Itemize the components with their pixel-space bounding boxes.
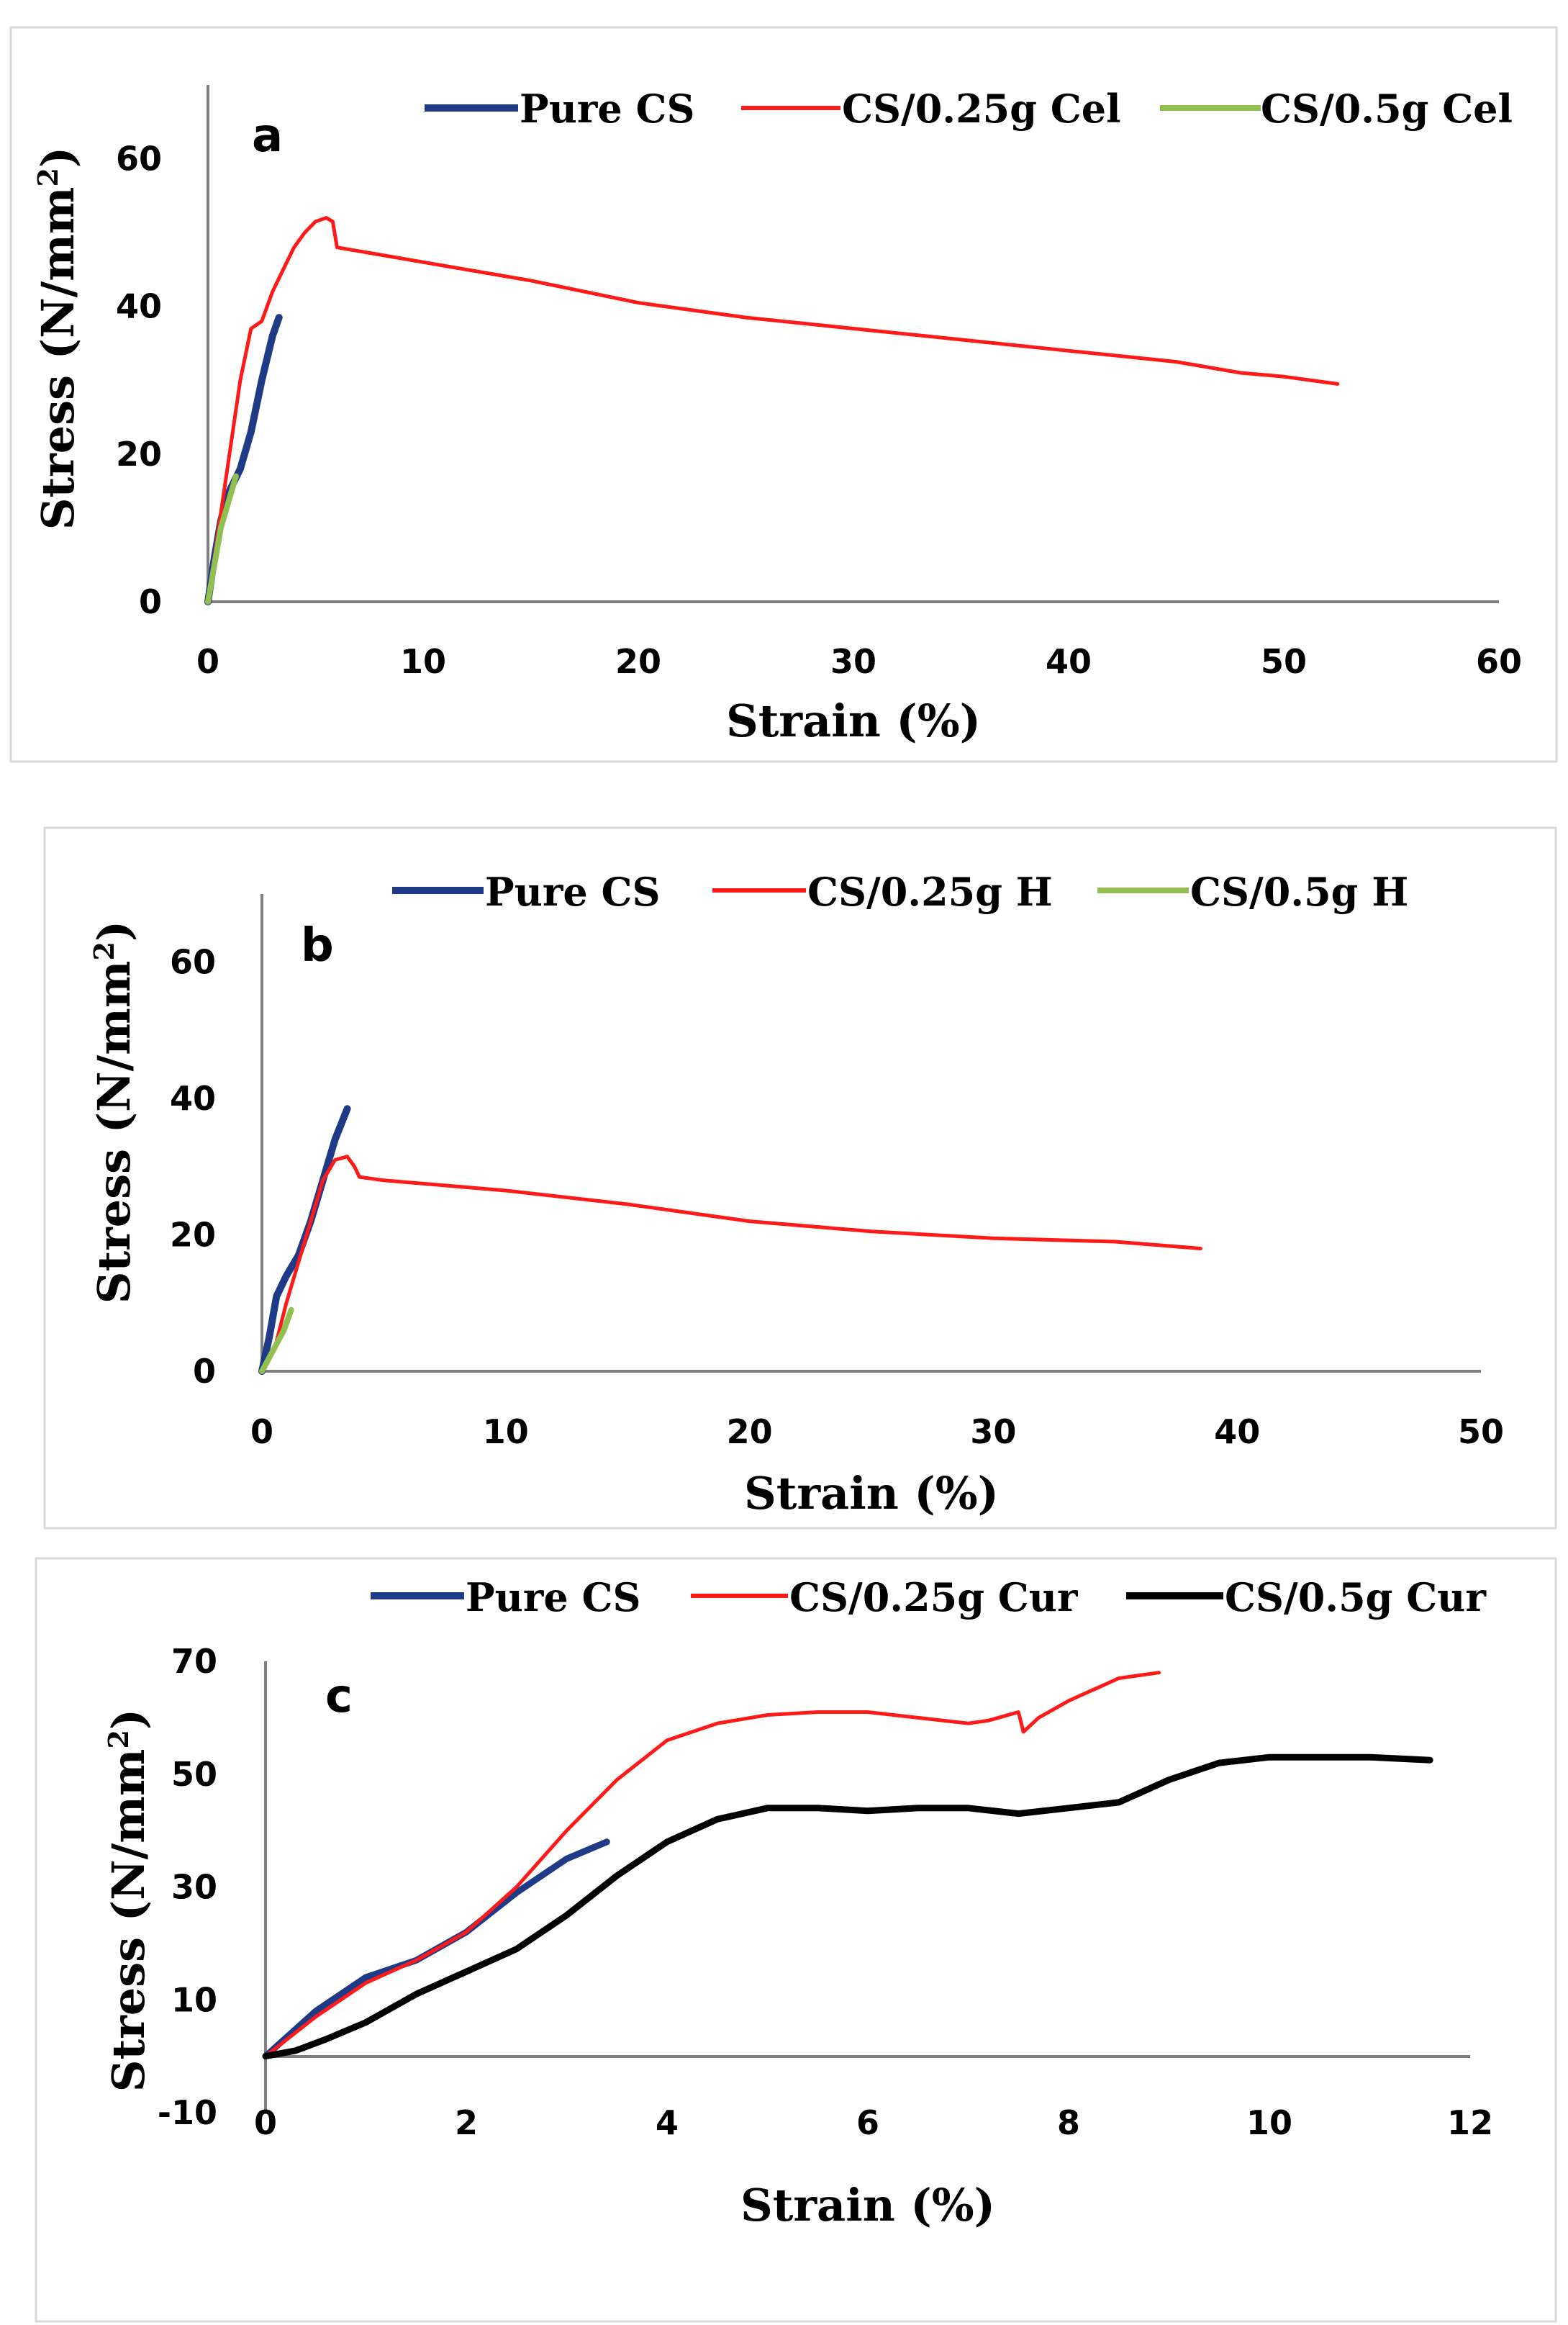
- panel-a-x-axis-title: Strain (%): [726, 695, 981, 747]
- panel-b-y-ticks: 0 20 40 60: [170, 943, 216, 1391]
- panel-b-x-tick-label: 40: [1214, 1412, 1260, 1451]
- panel-b-y-axis-title-sup: 2: [88, 942, 120, 960]
- panel-a-legend: Pure CS CS/0.25g Cel CS/0.5g Cel: [425, 86, 1513, 132]
- panel-a-legend-label-1: Pure CS: [520, 86, 694, 132]
- panel-c-frame: [35, 1557, 1557, 2323]
- panel-c-y-tick-label: 10: [171, 1980, 217, 2019]
- panel-b-legend-label-3: CS/0.5g H: [1190, 869, 1408, 915]
- panel-a-y-tick-label: 0: [139, 582, 162, 621]
- panel-c-y-ticks: -10 10 30 50 70: [158, 1642, 217, 2132]
- panel-c-x-tick-label: 6: [856, 2103, 879, 2142]
- panel-c-series: [262, 1671, 1433, 2060]
- panel-a-y-tick-label: 20: [116, 435, 162, 474]
- panel-c-series-cs-0-5g-cur: [262, 1753, 1433, 2060]
- panel-a: 0 20 40 60 0 10 20 30 40 50 60 a Strain (%) Stres…: [9, 26, 1558, 763]
- panel-a-frame: [9, 26, 1558, 763]
- panel-a-x-tick-label: 10: [400, 642, 446, 681]
- panel-b-x-ticks: 0 10 20 30 40 50: [250, 1412, 1504, 1451]
- panel-c-x-axis-title: Strain (%): [740, 2179, 995, 2231]
- panel-a-x-tick-label: 0: [196, 642, 219, 681]
- panel-c-legend-label-1: Pure CS: [466, 1574, 640, 1620]
- panel-c: -10 10 30 50 70 0 2 4 6 8 10 12 c Strain (%) Stres…: [35, 1557, 1557, 2323]
- panel-b-letter: b: [301, 919, 334, 972]
- panel-a-series: [204, 216, 1340, 605]
- panel-a-legend-label-3: CS/0.5g Cel: [1261, 86, 1513, 132]
- panel-c-y-axis-title-main: Stress (N/mm: [102, 1749, 155, 2092]
- panel-c-x-tick-label: 0: [254, 2103, 277, 2142]
- panel-c-x-tick-label: 4: [656, 2103, 679, 2142]
- panel-a-x-tick-label: 40: [1046, 642, 1092, 681]
- panel-c-x-ticks: 0 2 4 6 8 10 12: [254, 2103, 1493, 2142]
- panel-a-x-tick-label: 50: [1261, 642, 1307, 681]
- panel-c-letter: c: [325, 1670, 353, 1723]
- panel-c-y-tick-label: -10: [158, 2093, 217, 2132]
- panel-b-frame: [43, 826, 1557, 1530]
- panel-c-y-tick-label: 30: [171, 1868, 217, 1907]
- panel-b-y-tick-label: 20: [170, 1216, 216, 1255]
- panel-b-legend-label-1: Pure CS: [485, 869, 660, 915]
- panel-a-y-ticks: 0 20 40 60: [116, 140, 162, 621]
- panel-a-y-tick-label: 40: [116, 287, 162, 326]
- panel-a-series-cs-0-25g-cel: [206, 216, 1340, 604]
- panel-c-x-tick-label: 12: [1447, 2103, 1493, 2142]
- panel-a-y-axis-title-sup: 2: [32, 168, 64, 186]
- panel-b-y-axis-title-close: ): [88, 921, 140, 942]
- panel-c-legend-label-3: CS/0.5g Cur: [1225, 1574, 1486, 1620]
- panel-c-x-tick-label: 2: [455, 2103, 478, 2142]
- panel-c-legend-label-2: CS/0.25g Cur: [789, 1574, 1078, 1620]
- panel-a-y-axis-title-close: ): [32, 147, 84, 168]
- panel-c-legend: Pure CS CS/0.25g Cur CS/0.5g Cur: [371, 1574, 1486, 1620]
- panel-b-series-pure-cs: [258, 1105, 351, 1375]
- panel-c-series-cs-0-25g-cur: [263, 1671, 1161, 2059]
- panel-b: 0 20 40 60 0 10 20 30 40 50 b Strain (%) Stress …: [43, 826, 1557, 1530]
- panel-b-y-tick-label: 40: [170, 1079, 216, 1118]
- panel-a-x-ticks: 0 10 20 30 40 50 60: [196, 642, 1522, 681]
- panel-a-legend-label-2: CS/0.25g Cel: [842, 86, 1121, 132]
- panel-b-legend-label-2: CS/0.25g H: [807, 869, 1053, 915]
- panel-b-x-tick-label: 10: [483, 1412, 529, 1451]
- panel-b-x-tick-label: 50: [1458, 1412, 1504, 1451]
- panel-b-x-tick-label: 20: [727, 1412, 773, 1451]
- panel-b-x-tick-label: 0: [250, 1412, 273, 1451]
- panel-b-legend: Pure CS CS/0.25g H CS/0.5g H: [392, 869, 1408, 915]
- panel-b-x-tick-label: 30: [970, 1412, 1016, 1451]
- panel-b-y-axis-title-main: Stress (N/mm: [88, 961, 140, 1304]
- panel-a-series-cs-0-5g-cel: [205, 473, 239, 605]
- panel-b-series-cs-0-25g-h: [260, 1155, 1202, 1373]
- panel-a-letter: a: [252, 109, 283, 163]
- panel-a-y-axis-title: Stress (N/mm2): [32, 147, 85, 531]
- panel-c-y-tick-label: 50: [171, 1755, 217, 1794]
- panel-b-y-tick-label: 0: [193, 1352, 216, 1391]
- panel-c-y-axis-title-sup: 2: [102, 1730, 135, 1748]
- panel-a-y-axis-title-main: Stress (N/mm: [32, 187, 84, 531]
- panel-c-x-tick-label: 10: [1246, 2103, 1292, 2142]
- panel-c-x-tick-label: 8: [1057, 2103, 1080, 2142]
- panel-b-series-cs-0-5g-h: [259, 1306, 294, 1374]
- panel-c-y-axis-title: Stress (N/mm2): [102, 1709, 155, 2092]
- panel-b-y-tick-label: 60: [170, 943, 216, 982]
- panel-b-x-axis-title: Strain (%): [744, 1467, 999, 1520]
- panel-a-x-tick-label: 20: [615, 642, 661, 681]
- panel-c-y-axis-title-close: ): [102, 1709, 155, 1730]
- panel-b-y-axis-title: Stress (N/mm2): [88, 921, 141, 1304]
- panel-a-x-tick-label: 30: [830, 642, 876, 681]
- panel-b-series: [258, 1105, 1202, 1375]
- panel-a-x-tick-label: 60: [1476, 642, 1522, 681]
- panel-c-y-tick-label: 70: [171, 1642, 217, 1681]
- panel-a-y-tick-label: 60: [116, 140, 162, 179]
